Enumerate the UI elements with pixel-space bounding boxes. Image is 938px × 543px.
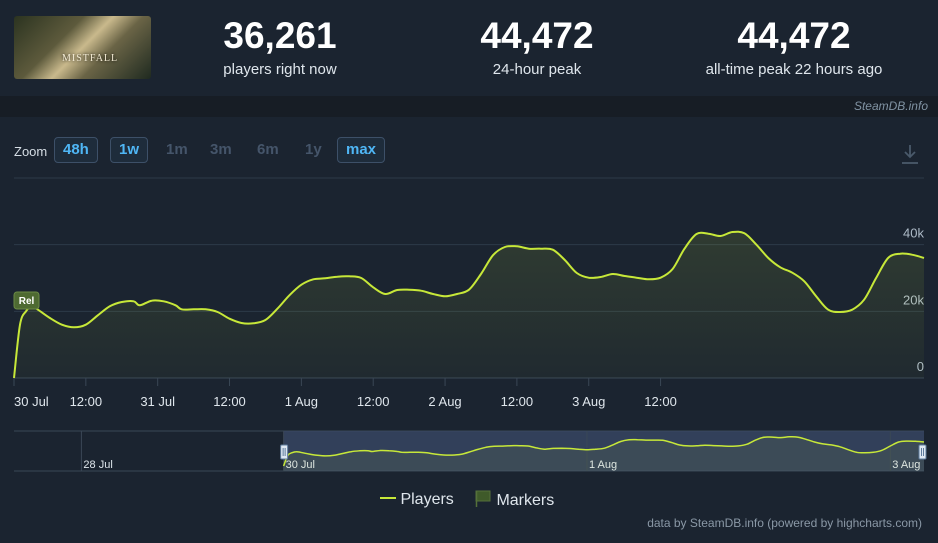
game-thumbnail-logo: MISTFALL [62,53,119,64]
line-icon [380,497,396,499]
legend-players[interactable]: Players [380,490,454,509]
legend-markers[interactable]: Markers [474,490,554,510]
players-series-area [14,231,924,378]
stat-players-now: 36,261 players right now [165,14,395,80]
x-tick-label: 31 Jul [140,394,175,409]
x-tick-label: 12:00 [70,394,103,409]
marker-label: Rel [19,296,35,307]
stat-24h-peak: 44,472 24-hour peak [422,14,652,80]
footer-credit[interactable]: data by SteamDB.info (powered by highcha… [647,516,922,530]
x-tick-label: 30 Jul [14,394,49,409]
x-tick-label: 2 Aug [428,394,461,409]
navigator-label: 3 Aug [892,459,920,471]
navigator[interactable]: 28 Jul 30 Jul 1 Aug 3 Aug [14,430,927,472]
navigator-left-handle[interactable] [280,444,289,460]
zoom-6m-button[interactable]: 6m [257,141,279,158]
zoom-1y-button[interactable]: 1y [305,141,322,158]
navigator-label: 30 Jul [286,459,315,471]
stat-label: all-time peak 22 hours ago [705,61,883,78]
steamdb-credit[interactable]: SteamDB.info [853,99,928,113]
release-marker[interactable]: Rel [13,291,40,310]
legend-players-label: Players [400,491,454,508]
navigator-right-handle[interactable] [918,444,927,460]
zoom-label: Zoom [14,144,48,159]
y-tick-label: 40k [903,226,924,241]
x-tick-label: 12:00 [644,394,677,409]
stat-value: 44,472 [737,15,851,56]
navigator-series-line [282,435,925,467]
x-tick-label: 3 Aug [572,394,605,409]
navigator-series-area [283,436,925,471]
stat-label: players right now [223,61,337,78]
download-icon[interactable] [900,143,920,165]
stat-value: 44,472 [480,15,594,56]
zoom-max-button[interactable]: max [337,137,386,163]
zoom-1m-button[interactable]: 1m [166,141,188,158]
zoom-3m-button[interactable]: 3m [210,141,232,158]
players-series-line[interactable] [13,230,925,379]
stat-label: 24-hour peak [492,61,582,78]
x-axis-labels: 30 Jul 12:00 31 Jul 12:00 1 Aug 12:00 2 Aug 12:… [13,378,677,409]
x-tick-label: 12:00 [213,394,246,409]
navigator-label: 28 Jul [83,459,112,471]
stats-header: MISTFALL 36,261 players right now 44,472… [0,0,938,96]
x-tick-label: 12:00 [501,394,534,409]
stat-all-time-peak: 44,472 all-time peak 22 hours ago [679,14,909,80]
x-tick-label: 1 Aug [285,394,318,409]
legend-markers-label: Markers [496,492,555,509]
x-tick-label: 12:00 [357,394,390,409]
navigator-label: 1 Aug [589,459,617,471]
zoom-1w-button[interactable]: 1w [110,137,149,163]
zoom-48h-button[interactable]: 48h [54,137,98,163]
game-thumbnail[interactable]: MISTFALL [14,16,151,79]
stat-value: 36,261 [223,15,337,56]
markers: Rel [13,291,40,310]
flag-icon [475,490,491,507]
